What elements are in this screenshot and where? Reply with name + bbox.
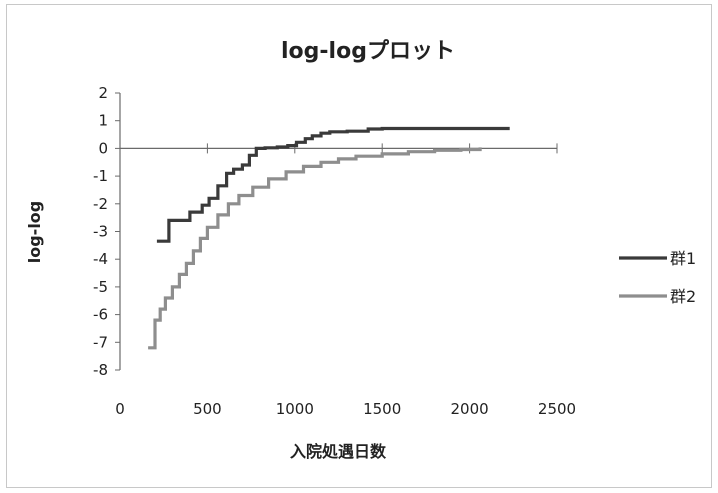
legend-label-2: 群2 — [670, 287, 696, 306]
x-tick-label: 1000 — [276, 400, 314, 418]
y-tick-label: 1 — [98, 112, 108, 130]
y-tick-label: -5 — [93, 278, 108, 296]
legend: 群1 群2 — [619, 249, 696, 306]
y-tick-label: 0 — [98, 139, 108, 157]
x-tick-label: 0 — [115, 400, 125, 418]
chart-frame — [6, 4, 712, 488]
y-tick-label: -4 — [93, 250, 108, 268]
series-line-2 — [148, 147, 482, 350]
y-tick-label: -6 — [93, 306, 108, 324]
y-tick-label: -8 — [93, 361, 108, 379]
x-tick-label: 1500 — [363, 400, 401, 418]
y-tick-label: 2 — [98, 84, 108, 102]
y-tick-label: -2 — [93, 195, 108, 213]
y-tick-label: -1 — [93, 167, 108, 185]
y-tick-label: -3 — [93, 223, 108, 241]
axes-group: 2 1 0 -1 -2 -3 -4 -5 -6 -7 -8 0 500 1000 1500 2000 2500 — [93, 84, 576, 418]
x-tick-label: 500 — [193, 400, 222, 418]
y-tick-label: -7 — [93, 333, 108, 351]
series-line-1 — [156, 126, 510, 243]
x-tick-label: 2000 — [451, 400, 489, 418]
x-tick-label: 2500 — [538, 400, 576, 418]
x-axis-title: 入院処遇日数 — [290, 442, 387, 461]
chart-title: log-logプロット — [281, 39, 455, 64]
y-axis-title: log-log — [25, 201, 44, 264]
legend-label-1: 群1 — [670, 249, 696, 268]
series-layer — [148, 126, 510, 350]
